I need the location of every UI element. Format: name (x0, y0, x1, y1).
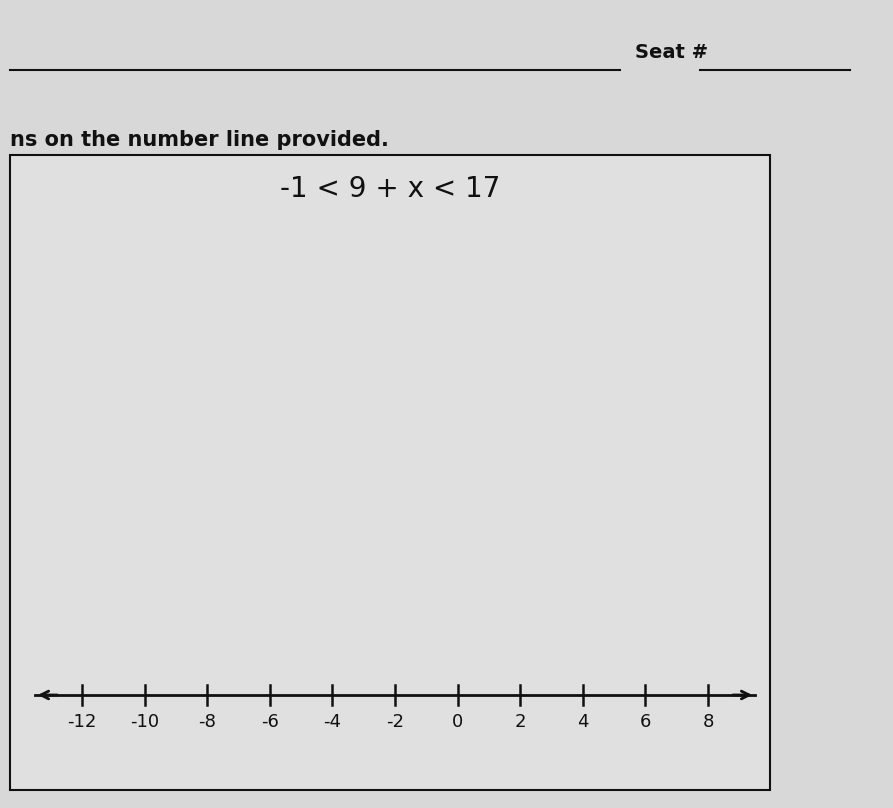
Text: Seat #: Seat # (635, 43, 708, 62)
Text: 2: 2 (514, 713, 526, 731)
Text: 4: 4 (577, 713, 588, 731)
Text: -12: -12 (67, 713, 96, 731)
Text: ns on the number line provided.: ns on the number line provided. (10, 130, 388, 150)
Text: -4: -4 (323, 713, 341, 731)
Text: -1 < 9 + x < 17: -1 < 9 + x < 17 (280, 175, 500, 203)
Text: -6: -6 (261, 713, 279, 731)
Text: -10: -10 (130, 713, 159, 731)
Text: -8: -8 (198, 713, 216, 731)
Text: 6: 6 (639, 713, 651, 731)
Text: 8: 8 (703, 713, 714, 731)
Bar (10, 155, 770, 790)
Text: 0: 0 (452, 713, 463, 731)
Text: -2: -2 (386, 713, 404, 731)
